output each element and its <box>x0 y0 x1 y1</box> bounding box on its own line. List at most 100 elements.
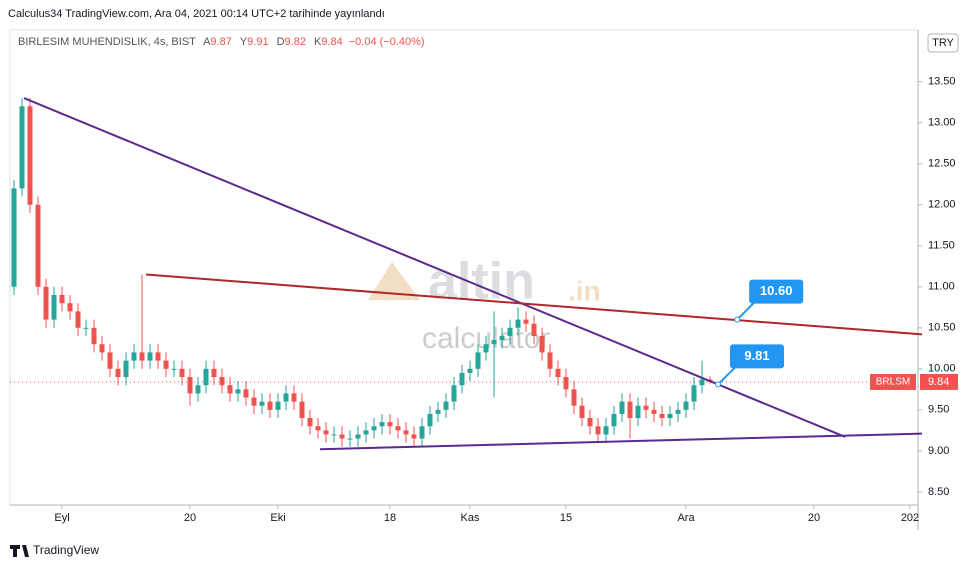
candle-body <box>547 352 553 369</box>
y-tick-label: 9.50 <box>928 404 949 416</box>
candle-body <box>611 413 617 427</box>
candle-body <box>139 352 145 361</box>
candle-body <box>99 344 105 353</box>
candle-body <box>43 286 49 320</box>
candle-body <box>659 413 665 419</box>
candle-body <box>411 434 417 439</box>
candle-body <box>523 319 529 324</box>
footer-brand: TradingView <box>33 543 99 557</box>
y-tick-label: 13.50 <box>928 76 956 88</box>
candle-body <box>643 405 649 410</box>
legend-value: 9.82 <box>285 36 306 48</box>
candle-body <box>171 368 177 370</box>
candle-body <box>267 401 273 410</box>
candle-body <box>555 368 561 378</box>
y-tick-label: 10.00 <box>928 363 956 375</box>
candle-body <box>275 401 281 410</box>
candle-body <box>115 368 121 378</box>
candle-body <box>203 368 209 386</box>
callout-box <box>749 279 804 304</box>
candle-body <box>667 413 673 419</box>
ticker-tag <box>870 373 916 390</box>
candle-body <box>155 352 161 361</box>
candle-body <box>651 409 657 414</box>
candle-body <box>355 434 361 439</box>
candle-body <box>587 418 593 427</box>
candle-body <box>627 401 633 419</box>
currency-box[interactable] <box>927 33 959 53</box>
x-tick-label: Eyl <box>54 512 69 524</box>
y-tick-label: 8.50 <box>928 486 949 498</box>
legend: BIRLESIM MUHENDISLIK, 4s, BIST A9.87 Y9.91… <box>18 36 425 48</box>
candle-body <box>107 352 113 369</box>
currency: TRY <box>932 37 954 49</box>
publish-info: Calculus34 TradingView.com, Ara 04, 2021… <box>8 8 385 20</box>
candle-body <box>307 418 313 427</box>
candle-body <box>443 401 449 410</box>
y-tick-label: 11.50 <box>928 240 955 252</box>
ticker-tag-label: BRLSM <box>876 377 910 388</box>
candle-body <box>371 426 377 431</box>
candle-body <box>123 360 129 378</box>
candle-body <box>283 393 289 402</box>
candle-body <box>595 426 601 435</box>
candle-body <box>11 188 17 287</box>
candle-body <box>19 106 25 189</box>
candle-body <box>219 377 225 386</box>
candle-body <box>531 323 537 337</box>
candle-body <box>75 311 81 328</box>
candle-body <box>571 389 577 406</box>
callout-pointer <box>717 365 737 386</box>
candle-body <box>195 385 201 394</box>
x-tick-label: Ara <box>677 512 695 524</box>
x-tick-label: 18 <box>384 512 396 524</box>
candle-body <box>379 422 385 427</box>
candle-body <box>683 401 689 410</box>
x-tick-label: Kas <box>461 512 480 524</box>
candle-body <box>35 204 41 287</box>
candle-body <box>403 430 409 435</box>
candle-body <box>699 379 705 386</box>
candle-body <box>339 434 345 439</box>
legend-value: 9.91 <box>247 36 268 48</box>
candle-body <box>635 405 641 419</box>
candle-body <box>83 327 89 329</box>
candle-body <box>187 377 193 394</box>
candle-body <box>147 352 153 361</box>
legend-label: K <box>314 36 322 48</box>
callout-box <box>730 344 784 369</box>
candle-body <box>27 106 33 205</box>
symbol: BIRLESIM MUHENDISLIK, 4s, BIST <box>18 36 196 48</box>
watermark-logo <box>368 262 420 300</box>
candle-body <box>491 340 497 345</box>
callout-anchor <box>715 381 721 388</box>
trendline <box>23 97 846 438</box>
candle-body <box>395 426 401 431</box>
y-tick-label: 10.50 <box>928 322 956 334</box>
candle-body <box>67 303 73 312</box>
candle-body <box>579 405 585 419</box>
legend-label: A <box>203 36 211 48</box>
last-price-tag <box>920 373 958 390</box>
candle-body <box>211 368 217 378</box>
candle-body <box>467 368 473 373</box>
tv-logo-icon <box>10 545 29 557</box>
candle-body <box>347 438 353 440</box>
x-tick-label: 20 <box>184 512 196 524</box>
candle-body <box>299 401 305 419</box>
candle-body <box>259 401 265 406</box>
x-tick-label: 15 <box>560 512 572 524</box>
candle-body <box>619 401 625 414</box>
y-tick-label: 12.50 <box>928 158 956 170</box>
candle-body <box>459 372 465 386</box>
trendline <box>145 273 923 336</box>
y-tick-label: 9.00 <box>928 445 949 457</box>
legend-value: 9.87 <box>210 36 231 48</box>
candle-body <box>243 389 249 398</box>
candle-body <box>475 352 481 369</box>
legend-label: D <box>277 36 285 48</box>
candle-body <box>291 393 297 402</box>
last-price-label: 9.84 <box>928 376 949 388</box>
